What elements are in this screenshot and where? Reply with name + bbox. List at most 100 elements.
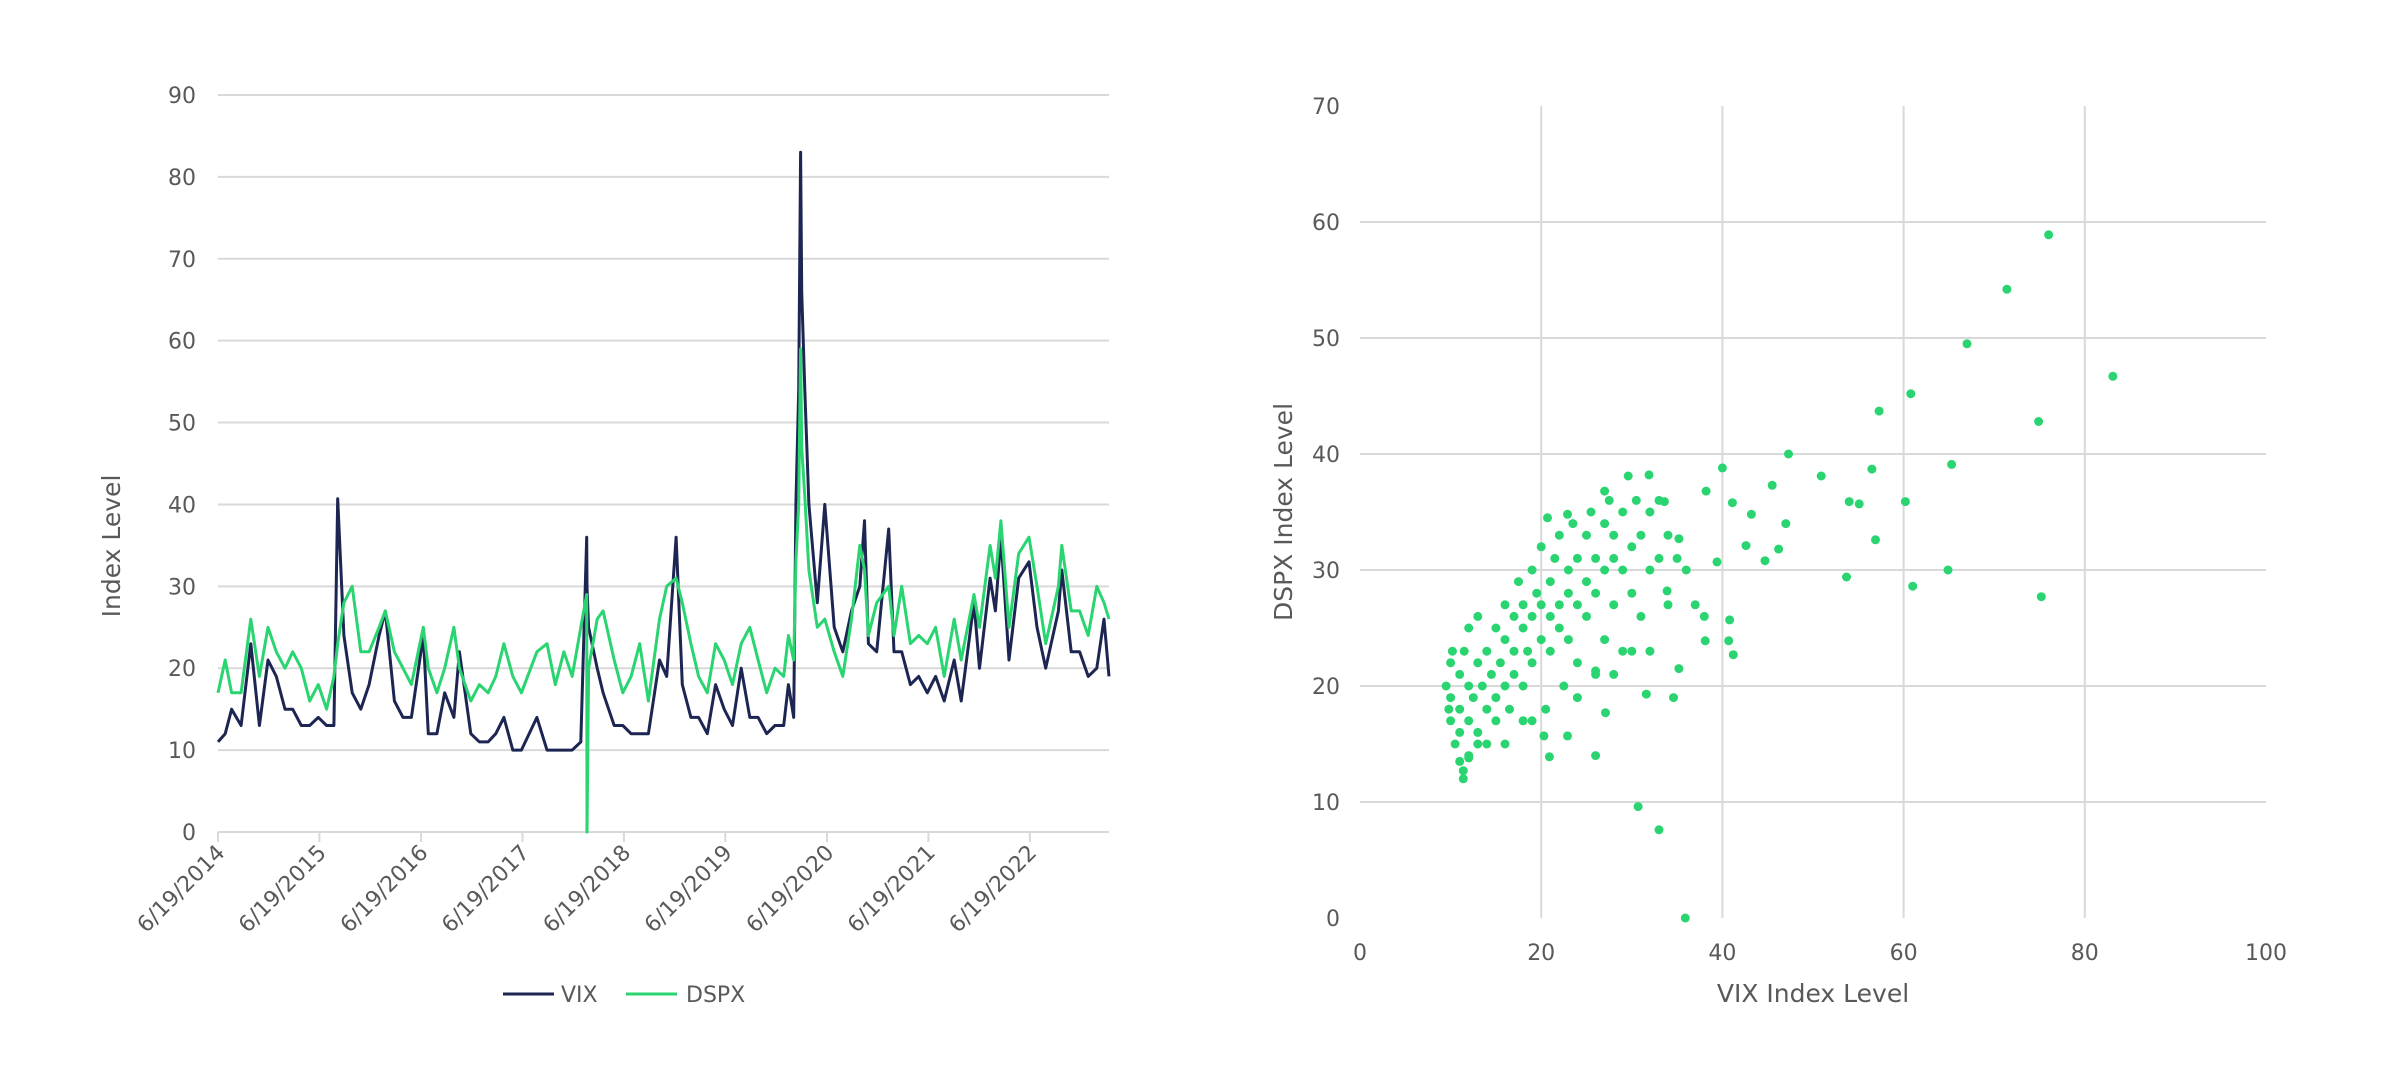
y-tick-label: 10 <box>168 739 196 764</box>
scatter-point <box>1600 565 1610 575</box>
scatter-point <box>1527 658 1537 668</box>
scatter-point <box>1455 669 1465 679</box>
scatter-point <box>1550 553 1560 563</box>
scatter-point <box>1464 623 1474 633</box>
scatter-point <box>1446 658 1456 668</box>
scatter-point <box>1641 689 1651 699</box>
scatter-point <box>1473 658 1483 668</box>
y-axis-label: DSPX Index Level <box>1269 403 1298 621</box>
scatter-point <box>1962 339 1972 349</box>
legend: VIX DSPX <box>503 983 745 1008</box>
x-tick-label: 40 <box>1708 941 1736 966</box>
scatter-point <box>1572 693 1582 703</box>
scatter-point <box>1554 600 1564 610</box>
y-tick-label: 60 <box>1312 211 1340 236</box>
scatter-point <box>1663 600 1673 610</box>
scatter-point <box>1527 611 1537 621</box>
scatter-point <box>1618 565 1628 575</box>
scatter-point <box>1554 623 1564 633</box>
x-tick-label: 6/19/2016 <box>336 841 433 938</box>
scatter-point <box>1623 471 1633 481</box>
scatter-point <box>1784 449 1793 459</box>
scatter-point <box>1450 739 1460 749</box>
scatter-point <box>1636 530 1646 540</box>
scatter-point <box>1701 486 1711 496</box>
scatter-point <box>1669 693 1678 703</box>
scatter-point <box>1725 615 1735 625</box>
scatter-point <box>1455 756 1465 766</box>
scatter-point <box>1582 577 1591 587</box>
scatter-point <box>1618 507 1628 517</box>
y-tick-label: 0 <box>182 821 196 846</box>
legend-label-vix: VIX <box>561 983 598 1008</box>
x-tick-label: 6/19/2014 <box>133 841 230 938</box>
scatter-point <box>1728 650 1738 660</box>
scatter-point <box>1662 586 1672 596</box>
y-tick-label: 20 <box>1312 675 1340 700</box>
scatter-point <box>1601 708 1610 718</box>
scatter-point <box>1781 519 1791 529</box>
x-tick-label: 6/19/2021 <box>843 841 940 938</box>
scatter-point <box>1572 600 1582 610</box>
scatter-point <box>1627 646 1637 656</box>
scatter-point <box>1554 530 1564 540</box>
scatter-point <box>1464 716 1474 726</box>
x-tick-labels: 0 20 40 60 80 100 <box>1353 941 2287 966</box>
scatter-point <box>1482 704 1492 714</box>
scatter-point <box>1746 509 1756 519</box>
scatter-point <box>1874 406 1884 416</box>
scatter-point <box>1947 459 1957 469</box>
scatter-point <box>1582 530 1591 540</box>
scatter-point <box>1544 752 1554 762</box>
y-tick-label: 0 <box>1326 907 1340 932</box>
scatter-point <box>1609 600 1619 610</box>
scatter-point <box>1441 681 1451 691</box>
scatter-point <box>1518 600 1528 610</box>
scatter-point <box>1514 577 1523 587</box>
y-tick-label: 10 <box>1312 791 1340 816</box>
scatter-point <box>1854 499 1864 509</box>
scatter-point <box>1568 519 1578 529</box>
scatter-point <box>1724 636 1734 646</box>
y-tick-label: 40 <box>168 493 196 518</box>
scatter-point <box>1491 623 1501 633</box>
x-tick-label: 6/19/2020 <box>742 841 839 938</box>
scatter-point <box>1645 507 1655 517</box>
scatter-point <box>1491 716 1501 726</box>
scatter-point <box>1663 530 1673 540</box>
x-tick-label: 6/19/2015 <box>234 841 331 938</box>
scatter-point <box>1491 693 1501 703</box>
scatter-point <box>1447 646 1457 656</box>
scatter-point <box>1654 825 1664 835</box>
scatter-point <box>1518 681 1528 691</box>
y-tick-label: 70 <box>168 248 196 273</box>
scatter-point <box>1645 646 1655 656</box>
scatter-point <box>1680 913 1690 923</box>
y-tick-label: 60 <box>168 330 196 355</box>
scatter-point <box>1767 480 1777 490</box>
scatter-point <box>1444 704 1454 714</box>
scatter-point <box>1482 739 1492 749</box>
scatter-point <box>1545 611 1555 621</box>
scatter-point <box>1459 646 1469 656</box>
y-tick-label: 50 <box>168 412 196 437</box>
scatter-point <box>1591 666 1601 676</box>
scatter-point <box>1609 553 1619 563</box>
scatter-point <box>1455 704 1465 714</box>
scatter-point <box>1536 635 1546 645</box>
scatter-point <box>1468 693 1478 703</box>
scatter-point <box>1908 581 1918 591</box>
scatter-point <box>1943 565 1953 575</box>
scatter-point <box>1609 669 1619 679</box>
scatter-point <box>2034 417 2044 426</box>
scatter-point <box>1495 658 1505 668</box>
scatter-point <box>1699 611 1709 621</box>
y-gridlines <box>217 94 1109 842</box>
scatter-point <box>2002 284 2012 294</box>
scatter-point <box>1473 727 1483 737</box>
scatter-point <box>1741 541 1751 551</box>
x-tick-label: 60 <box>1890 941 1918 966</box>
scatter-point <box>1446 693 1456 703</box>
